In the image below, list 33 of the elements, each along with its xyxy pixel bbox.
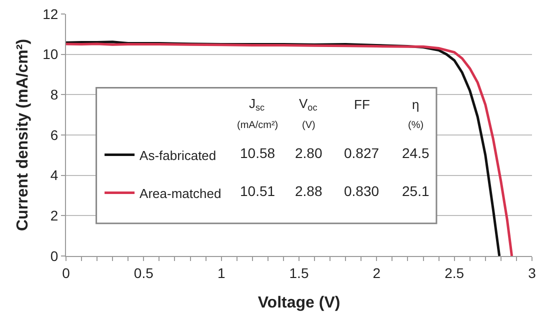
annotation: 24.5 xyxy=(402,145,430,161)
x-tick-label: 2.5 xyxy=(444,264,464,281)
x-axis-title: Voltage (V) xyxy=(258,294,340,312)
y-tick-label: 0 xyxy=(50,248,58,264)
annotation: 0.830 xyxy=(344,183,380,199)
annotation: 2.80 xyxy=(295,145,322,161)
annotation: 10.58 xyxy=(240,145,276,161)
y-tick-label: 4 xyxy=(50,167,58,184)
annotation: 10.51 xyxy=(240,183,276,199)
annotation: (V) xyxy=(302,120,316,131)
x-tick-label: 0 xyxy=(62,264,70,281)
y-tick-label: 8 xyxy=(50,86,58,103)
annotation: (mA/cm²) xyxy=(237,120,278,131)
legend-label: As-fabricated xyxy=(140,148,216,163)
y-tick-label: 2 xyxy=(50,208,58,224)
legend-label: Area-matched xyxy=(140,186,222,201)
y-tick-label: 6 xyxy=(50,126,58,143)
y-tick-label: 10 xyxy=(42,46,58,62)
annotation: J$_{sc}$ xyxy=(249,96,266,113)
annotation: 0.827 xyxy=(344,145,380,161)
x-tick-label: 3 xyxy=(528,264,536,281)
y-tick-label: 12 xyxy=(42,6,58,22)
annotation: (%) xyxy=(408,120,424,131)
x-tick-label: 1.5 xyxy=(289,264,309,281)
x-tick-label: 1 xyxy=(217,264,226,281)
annotation: 25.1 xyxy=(402,183,430,199)
x-tick-label: 0.5 xyxy=(134,264,154,281)
annotation: 2.88 xyxy=(295,183,322,199)
annotation: V$_{oc}$ xyxy=(299,96,318,113)
annotation: η xyxy=(412,97,420,112)
x-tick-label: 2 xyxy=(372,264,381,281)
y-axis-title: Current density (mA/cm²) xyxy=(14,38,32,232)
annotation: FF xyxy=(354,97,370,112)
